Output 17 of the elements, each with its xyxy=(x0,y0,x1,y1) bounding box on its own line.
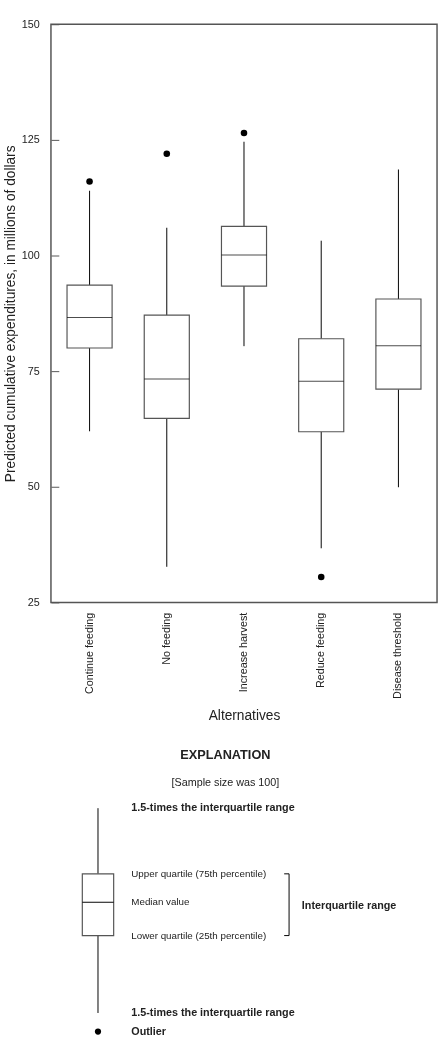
text: [Sample size was 100] xyxy=(171,775,280,788)
y-tick-label: 75 xyxy=(27,364,40,377)
y-tick-label: 25 xyxy=(27,595,40,608)
y-tick-label: 100 xyxy=(21,248,40,261)
x-axis-title: Alternatives xyxy=(208,707,281,723)
x-tick-label: Disease threshold xyxy=(391,612,404,699)
y-tick-label: 50 xyxy=(27,480,40,493)
text: Outlier xyxy=(131,1024,167,1037)
x-tick-label: Increase harvest xyxy=(236,612,249,693)
x-tick-label: Reduce feeding xyxy=(314,612,327,689)
y-tick-label: 125 xyxy=(21,133,40,146)
text: Interquartile range xyxy=(301,899,397,912)
y-tick-label: 150 xyxy=(21,17,40,30)
y-axis-title: Predicted cumulative expenditures, in millions of dollars xyxy=(2,145,18,483)
x-tick-label: No feeding xyxy=(159,612,172,665)
x-tick-label: Continue feeding xyxy=(82,612,95,695)
text: EXPLANATION xyxy=(180,747,271,763)
